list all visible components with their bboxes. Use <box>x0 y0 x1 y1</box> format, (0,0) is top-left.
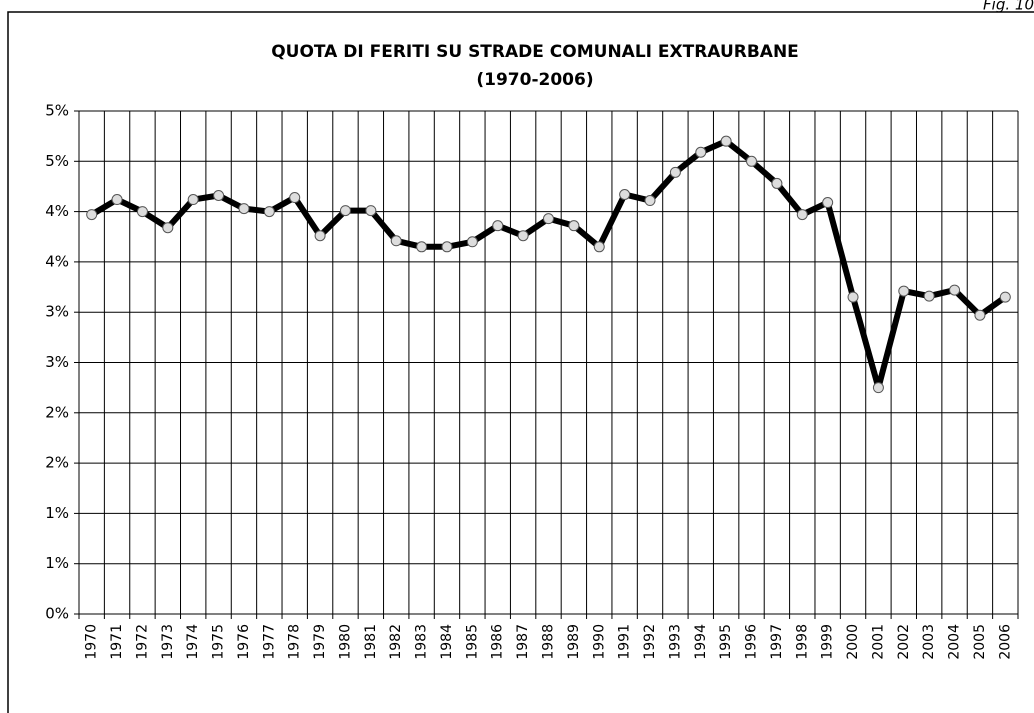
marker <box>136 206 148 218</box>
figure-label: Fig. 10 <box>983 0 1034 14</box>
x-tick-label: 2004 <box>947 624 963 660</box>
marker <box>872 382 884 394</box>
marker <box>822 197 834 209</box>
y-tick-label: 4% <box>45 252 69 270</box>
marker <box>771 177 783 189</box>
x-tick-label: 1994 <box>693 624 709 660</box>
x-tick-label: 1979 <box>312 624 328 660</box>
x-tick-label: 1991 <box>617 624 633 660</box>
y-tick-label: 0% <box>45 605 69 623</box>
marker <box>644 195 656 207</box>
y-tick-label: 5% <box>45 102 69 120</box>
x-tick-label: 1992 <box>642 624 658 660</box>
marker <box>593 241 605 253</box>
y-tick-label: 1% <box>45 504 69 522</box>
y-tick-label: 4% <box>45 202 69 220</box>
x-tick-label: 2003 <box>921 624 937 660</box>
frame <box>7 11 1034 713</box>
marker <box>720 135 732 147</box>
marker <box>999 291 1011 303</box>
x-tick-label: 1990 <box>591 624 607 660</box>
x-tick-label: 1986 <box>490 624 506 660</box>
marker <box>416 241 428 253</box>
y-tick-label: 2% <box>45 403 69 421</box>
marker <box>568 220 580 232</box>
marker <box>365 205 377 217</box>
x-tick-label: 1980 <box>337 624 353 660</box>
x-tick-label: 1976 <box>236 624 252 660</box>
x-tick-label: 1989 <box>566 624 582 660</box>
marker <box>847 291 859 303</box>
marker <box>390 235 402 247</box>
y-tick-label: 3% <box>45 303 69 321</box>
y-tick-label: 2% <box>45 454 69 472</box>
chart-subtitle: (1970-2006) <box>476 70 593 90</box>
x-tick-label: 2002 <box>896 624 912 660</box>
x-tick-label: 2005 <box>972 624 988 660</box>
x-tick-label: 1985 <box>464 624 480 660</box>
x-tick-label: 1993 <box>667 624 683 660</box>
x-tick-label: 1972 <box>134 624 150 660</box>
marker <box>466 236 478 248</box>
marker <box>949 284 961 296</box>
marker <box>898 285 910 297</box>
x-tick-label: 2006 <box>997 624 1013 660</box>
chart-title: QUOTA DI FERITI SU STRADE COMUNALI EXTRA… <box>271 42 799 62</box>
x-tick-label: 1974 <box>185 624 201 660</box>
marker <box>796 209 808 221</box>
x-tick-label: 1988 <box>541 624 557 660</box>
x-tick-label: 1973 <box>160 624 176 660</box>
x-tick-label: 1977 <box>261 624 277 660</box>
marker <box>669 166 681 178</box>
marker <box>238 203 250 215</box>
marker <box>263 206 275 218</box>
x-tick-label: 1999 <box>820 624 836 660</box>
x-tick-label: 1978 <box>287 624 303 660</box>
marker <box>111 194 123 206</box>
marker <box>289 192 301 204</box>
x-tick-label: 1987 <box>515 624 531 660</box>
x-tick-label: 1971 <box>109 624 125 660</box>
marker <box>314 230 326 242</box>
marker <box>517 230 529 242</box>
marker <box>746 155 758 167</box>
marker <box>162 222 174 234</box>
marker <box>543 213 554 225</box>
x-tick-label: 2001 <box>870 624 886 660</box>
marker <box>923 290 935 302</box>
marker <box>339 205 351 217</box>
x-tick-label: 2000 <box>845 624 861 660</box>
x-tick-label: 1995 <box>718 624 734 660</box>
x-tick-label: 1998 <box>794 624 810 660</box>
x-tick-label: 1983 <box>414 624 430 660</box>
y-tick-label: 3% <box>45 353 69 371</box>
marker <box>492 220 504 232</box>
marker <box>86 209 98 221</box>
x-tick-label: 1982 <box>388 624 404 660</box>
marker <box>213 190 225 202</box>
x-tick-label: 1996 <box>744 624 760 660</box>
marker <box>695 146 707 158</box>
line <box>90 138 1008 391</box>
x-tick-label: 1984 <box>439 624 455 660</box>
marker <box>619 188 631 200</box>
x-tick-label: 1975 <box>211 624 227 660</box>
y-tick-label: 1% <box>45 554 69 572</box>
marker <box>187 194 199 206</box>
x-tick-label: 1981 <box>363 624 379 660</box>
x-tick-label: 1997 <box>769 624 785 660</box>
x-tick-label: 1970 <box>84 624 100 660</box>
marker <box>974 309 986 321</box>
y-tick-label: 5% <box>45 152 69 170</box>
marker <box>441 241 453 253</box>
